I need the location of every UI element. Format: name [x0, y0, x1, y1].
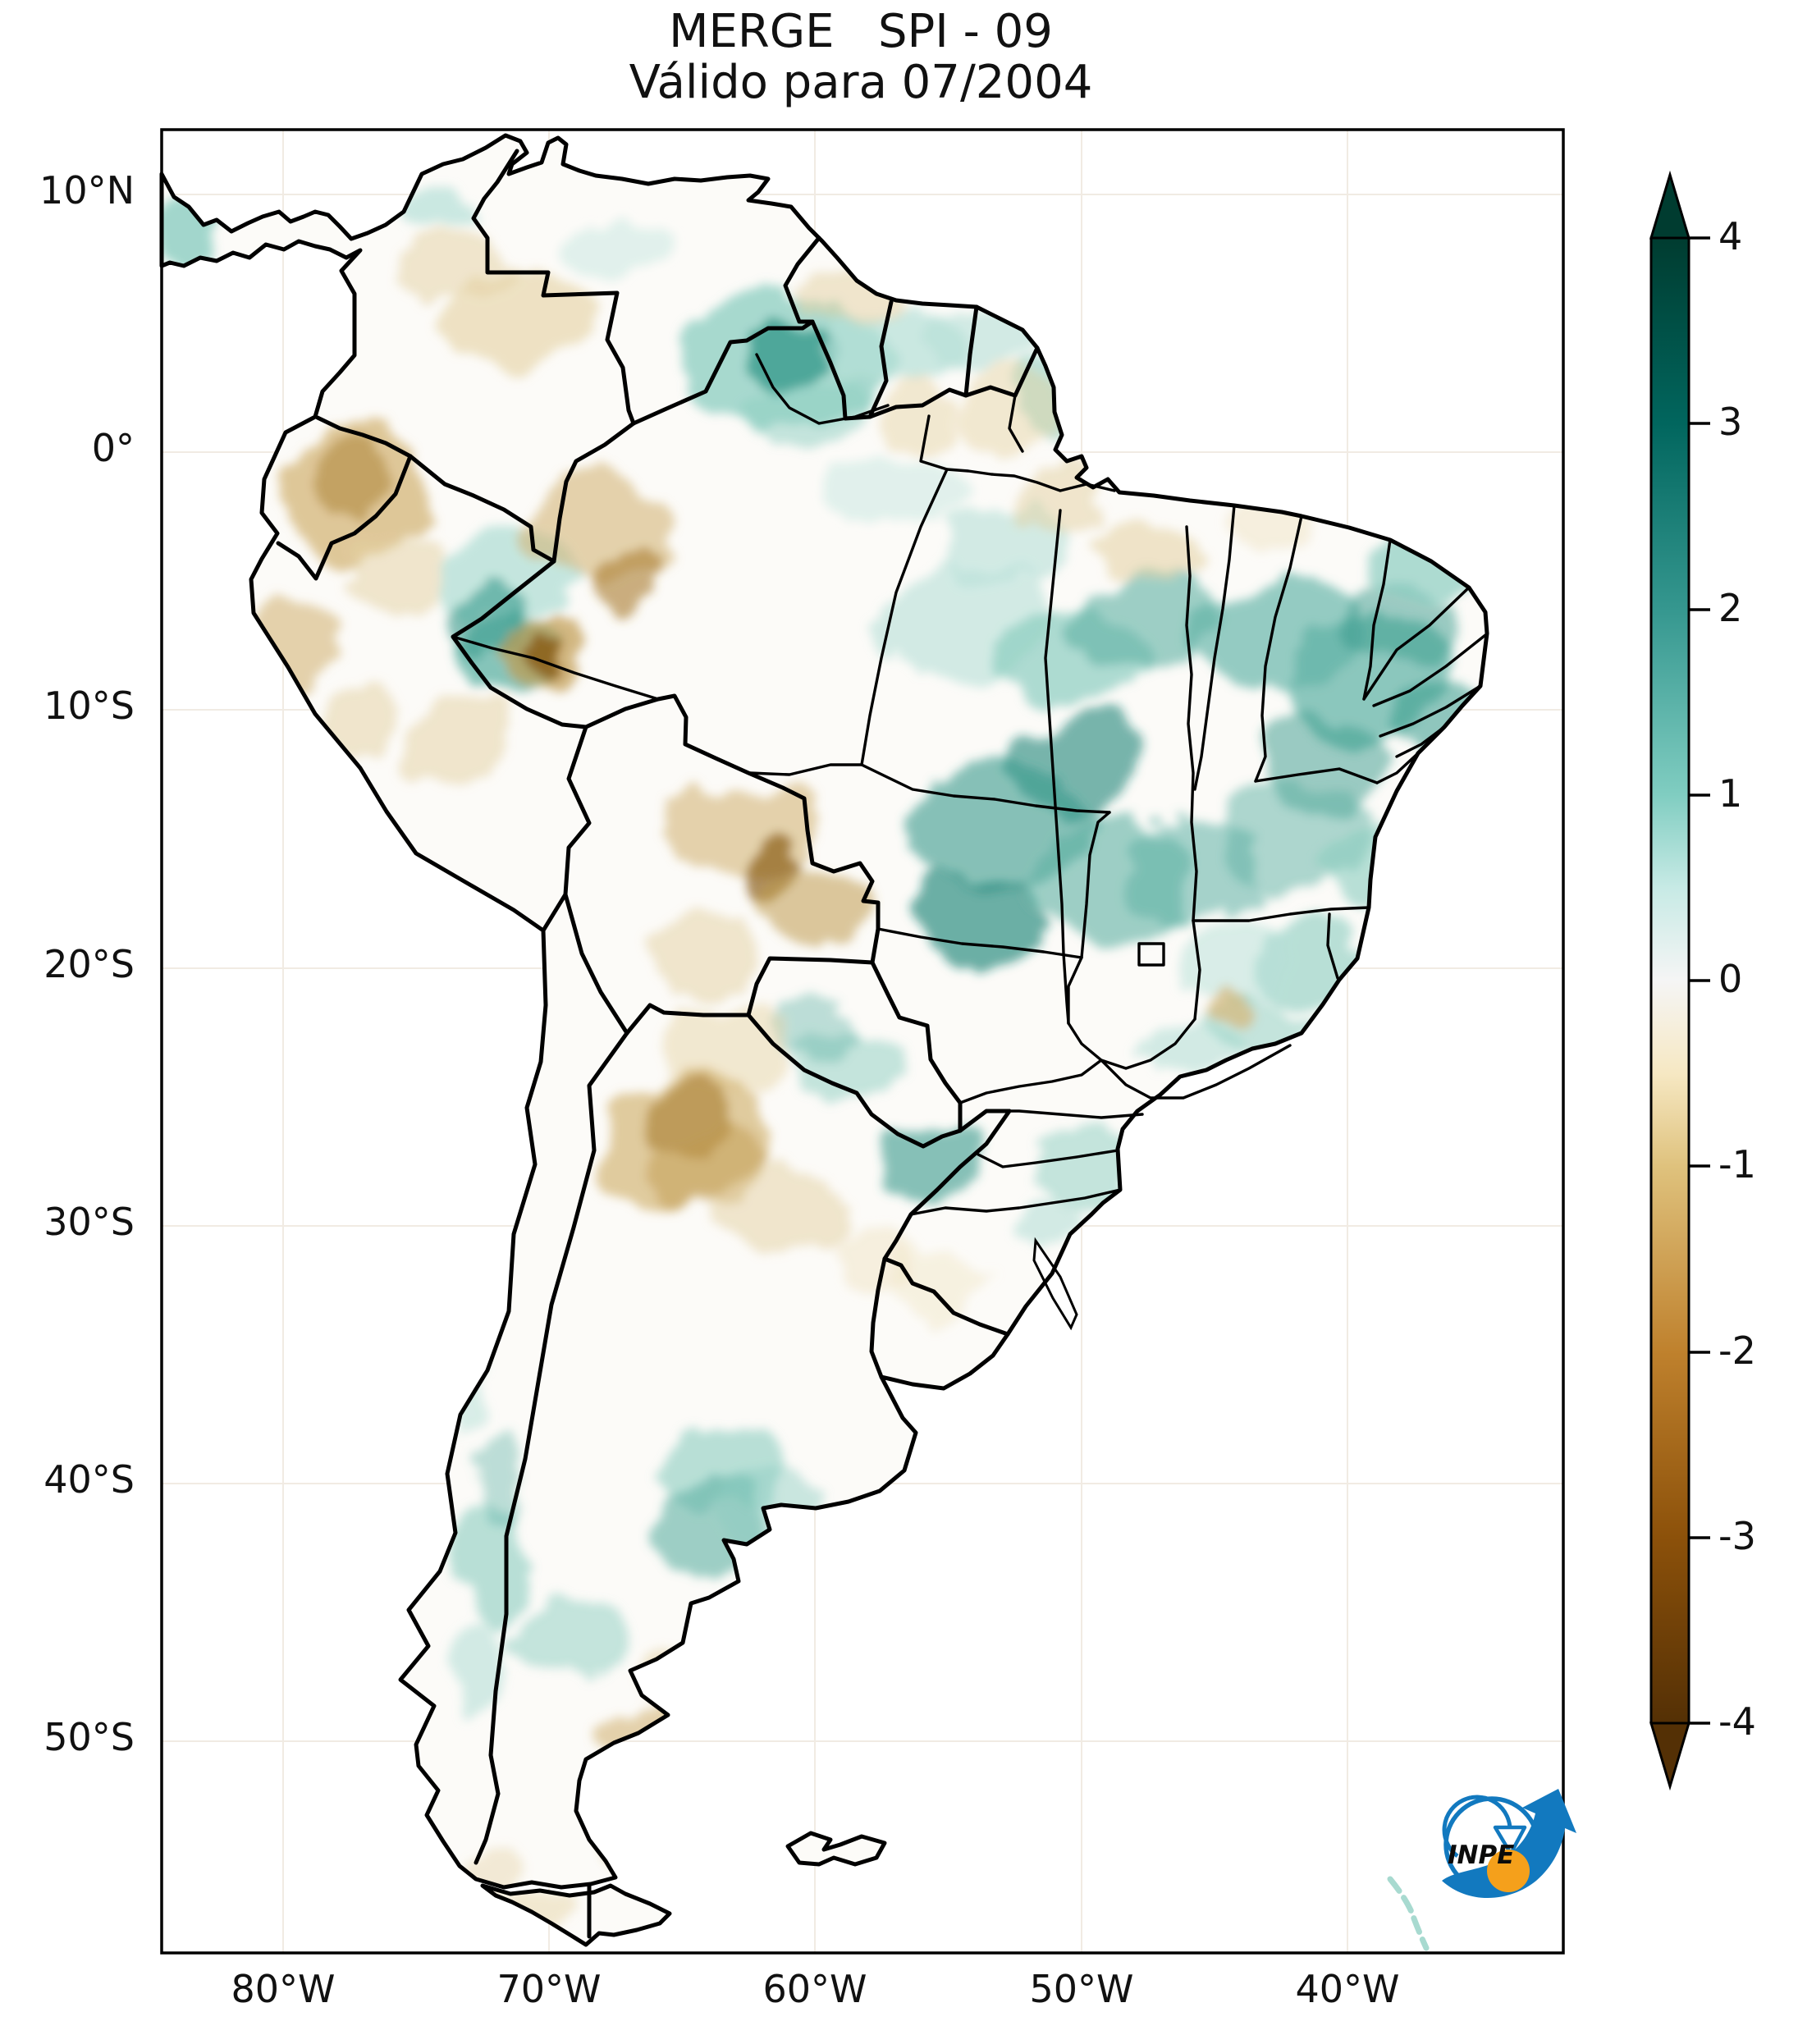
colorbar-gradient-bar: [1649, 236, 1690, 1725]
lon-tick-80w: 80°W: [231, 1967, 336, 2011]
lon-tick-70w: 70°W: [496, 1967, 602, 2011]
colorbar-tick-0: 0: [1718, 957, 1743, 1001]
lat-tick-50s: 50°S: [43, 1715, 135, 1759]
inpe-logo-big-arrow: [1442, 1789, 1576, 1899]
lat-tick-30s: 30°S: [43, 1200, 135, 1244]
spi-anomaly-field: [162, 193, 1487, 1930]
lat-tick-10s: 10°S: [43, 684, 135, 728]
lat-tick-20s: 20°S: [43, 942, 135, 986]
colorbar-tick-m3: -3: [1718, 1514, 1756, 1558]
title-line-2: Válido para 07/2004: [629, 56, 1093, 109]
title-line-1: MERGE SPI - 09: [669, 5, 1053, 58]
colorbar-tick-1: 1: [1718, 771, 1743, 816]
colorbar-tick-m4: -4: [1718, 1699, 1756, 1744]
country-borders: [276, 149, 1040, 1939]
lat-tick-40s: 40°S: [43, 1457, 135, 1502]
lat-tick-10n: 10°N: [39, 168, 135, 213]
inpe-logo-inner-arc: [1442, 1795, 1512, 1858]
figure-title: MERGE SPI - 09 Válido para 07/2004: [158, 7, 1563, 108]
lon-tick-50w: 50°W: [1029, 1967, 1134, 2011]
patos-lagoon: [1032, 1237, 1078, 1331]
inpe-logo-text: INPE: [1448, 1841, 1514, 1870]
colorbar-arrow-top: [1649, 170, 1691, 240]
colorbar: [1649, 170, 1710, 1791]
colorbar-tick-m1: -1: [1718, 1142, 1756, 1187]
colorbar-tick-2: 2: [1718, 586, 1743, 630]
inpe-logo: INPE: [1442, 1789, 1576, 1899]
lat-tick-0: 0°: [91, 426, 135, 470]
colorbar-tick-4: 4: [1718, 214, 1743, 258]
colorbar-tick-marks: [1689, 236, 1710, 1725]
state-borders: [451, 353, 1487, 1216]
map-frame: [160, 128, 1565, 1955]
colorbar-tick-m2: -2: [1718, 1328, 1756, 1373]
inpe-logo-orange-dot: [1487, 1850, 1530, 1892]
colorbar-arrow-bottom: [1649, 1722, 1691, 1791]
lon-tick-40w: 40°W: [1295, 1967, 1400, 2011]
coastal-current-streak: [1387, 1876, 1430, 1951]
inpe-logo-down-arrowhead: [1493, 1825, 1527, 1856]
colorbar-tick-3: 3: [1718, 400, 1743, 444]
lon-tick-60w: 60°W: [762, 1967, 867, 2011]
